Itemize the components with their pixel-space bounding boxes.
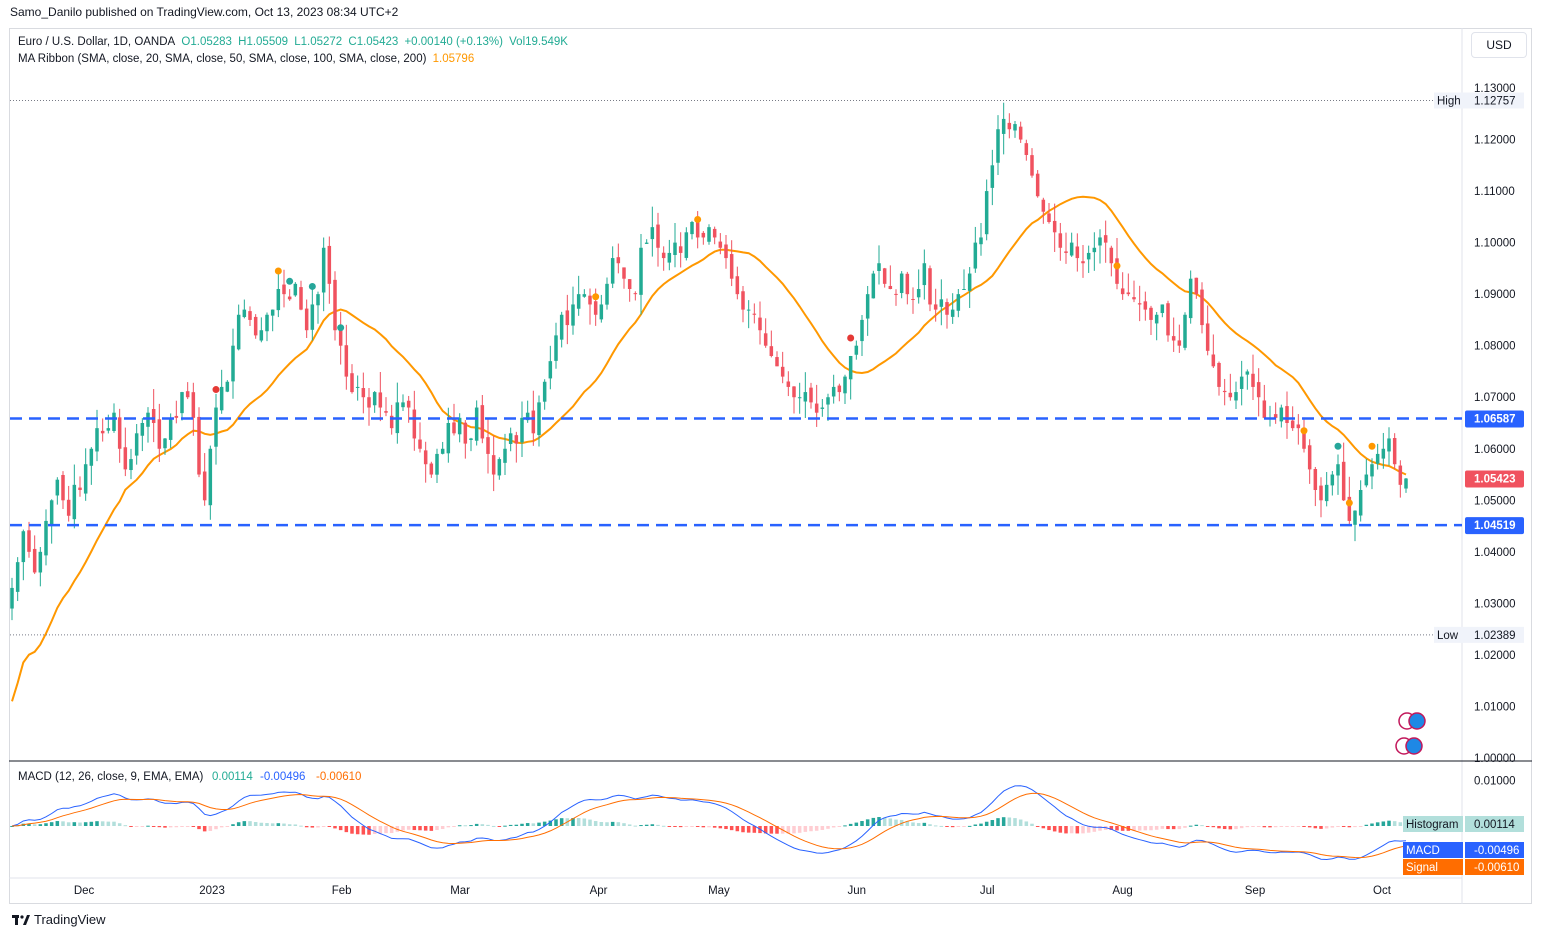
ma-legend: MA Ribbon (SMA, close, 20, SMA, close, 5…	[18, 53, 477, 65]
footer-brand: TradingView	[34, 912, 106, 927]
close-value: C1.05423	[348, 36, 399, 48]
volume-value: Vol19.549K	[509, 36, 568, 48]
change-value: +0.00140 (+0.13%)	[404, 36, 503, 48]
ma-label[interactable]: MA Ribbon (SMA, close, 20, SMA, close, 5…	[18, 53, 427, 65]
tradingview-logo-icon	[12, 914, 30, 925]
footer: TradingView	[12, 912, 106, 927]
publisher-line: Samo_Danilo published on TradingView.com…	[10, 5, 399, 19]
low-value: L1.05272	[294, 36, 343, 48]
symbol-name[interactable]: Euro / U.S. Dollar, 1D, OANDA	[18, 36, 176, 48]
symbol-legend: Euro / U.S. Dollar, 1D, OANDA O1.05283 H…	[18, 36, 571, 48]
open-value: O1.05283	[181, 36, 232, 48]
currency-button[interactable]: USD	[1471, 32, 1527, 58]
high-value: H1.05509	[238, 36, 289, 48]
chart-frame	[9, 28, 1532, 904]
ma-value: 1.05796	[432, 53, 475, 65]
